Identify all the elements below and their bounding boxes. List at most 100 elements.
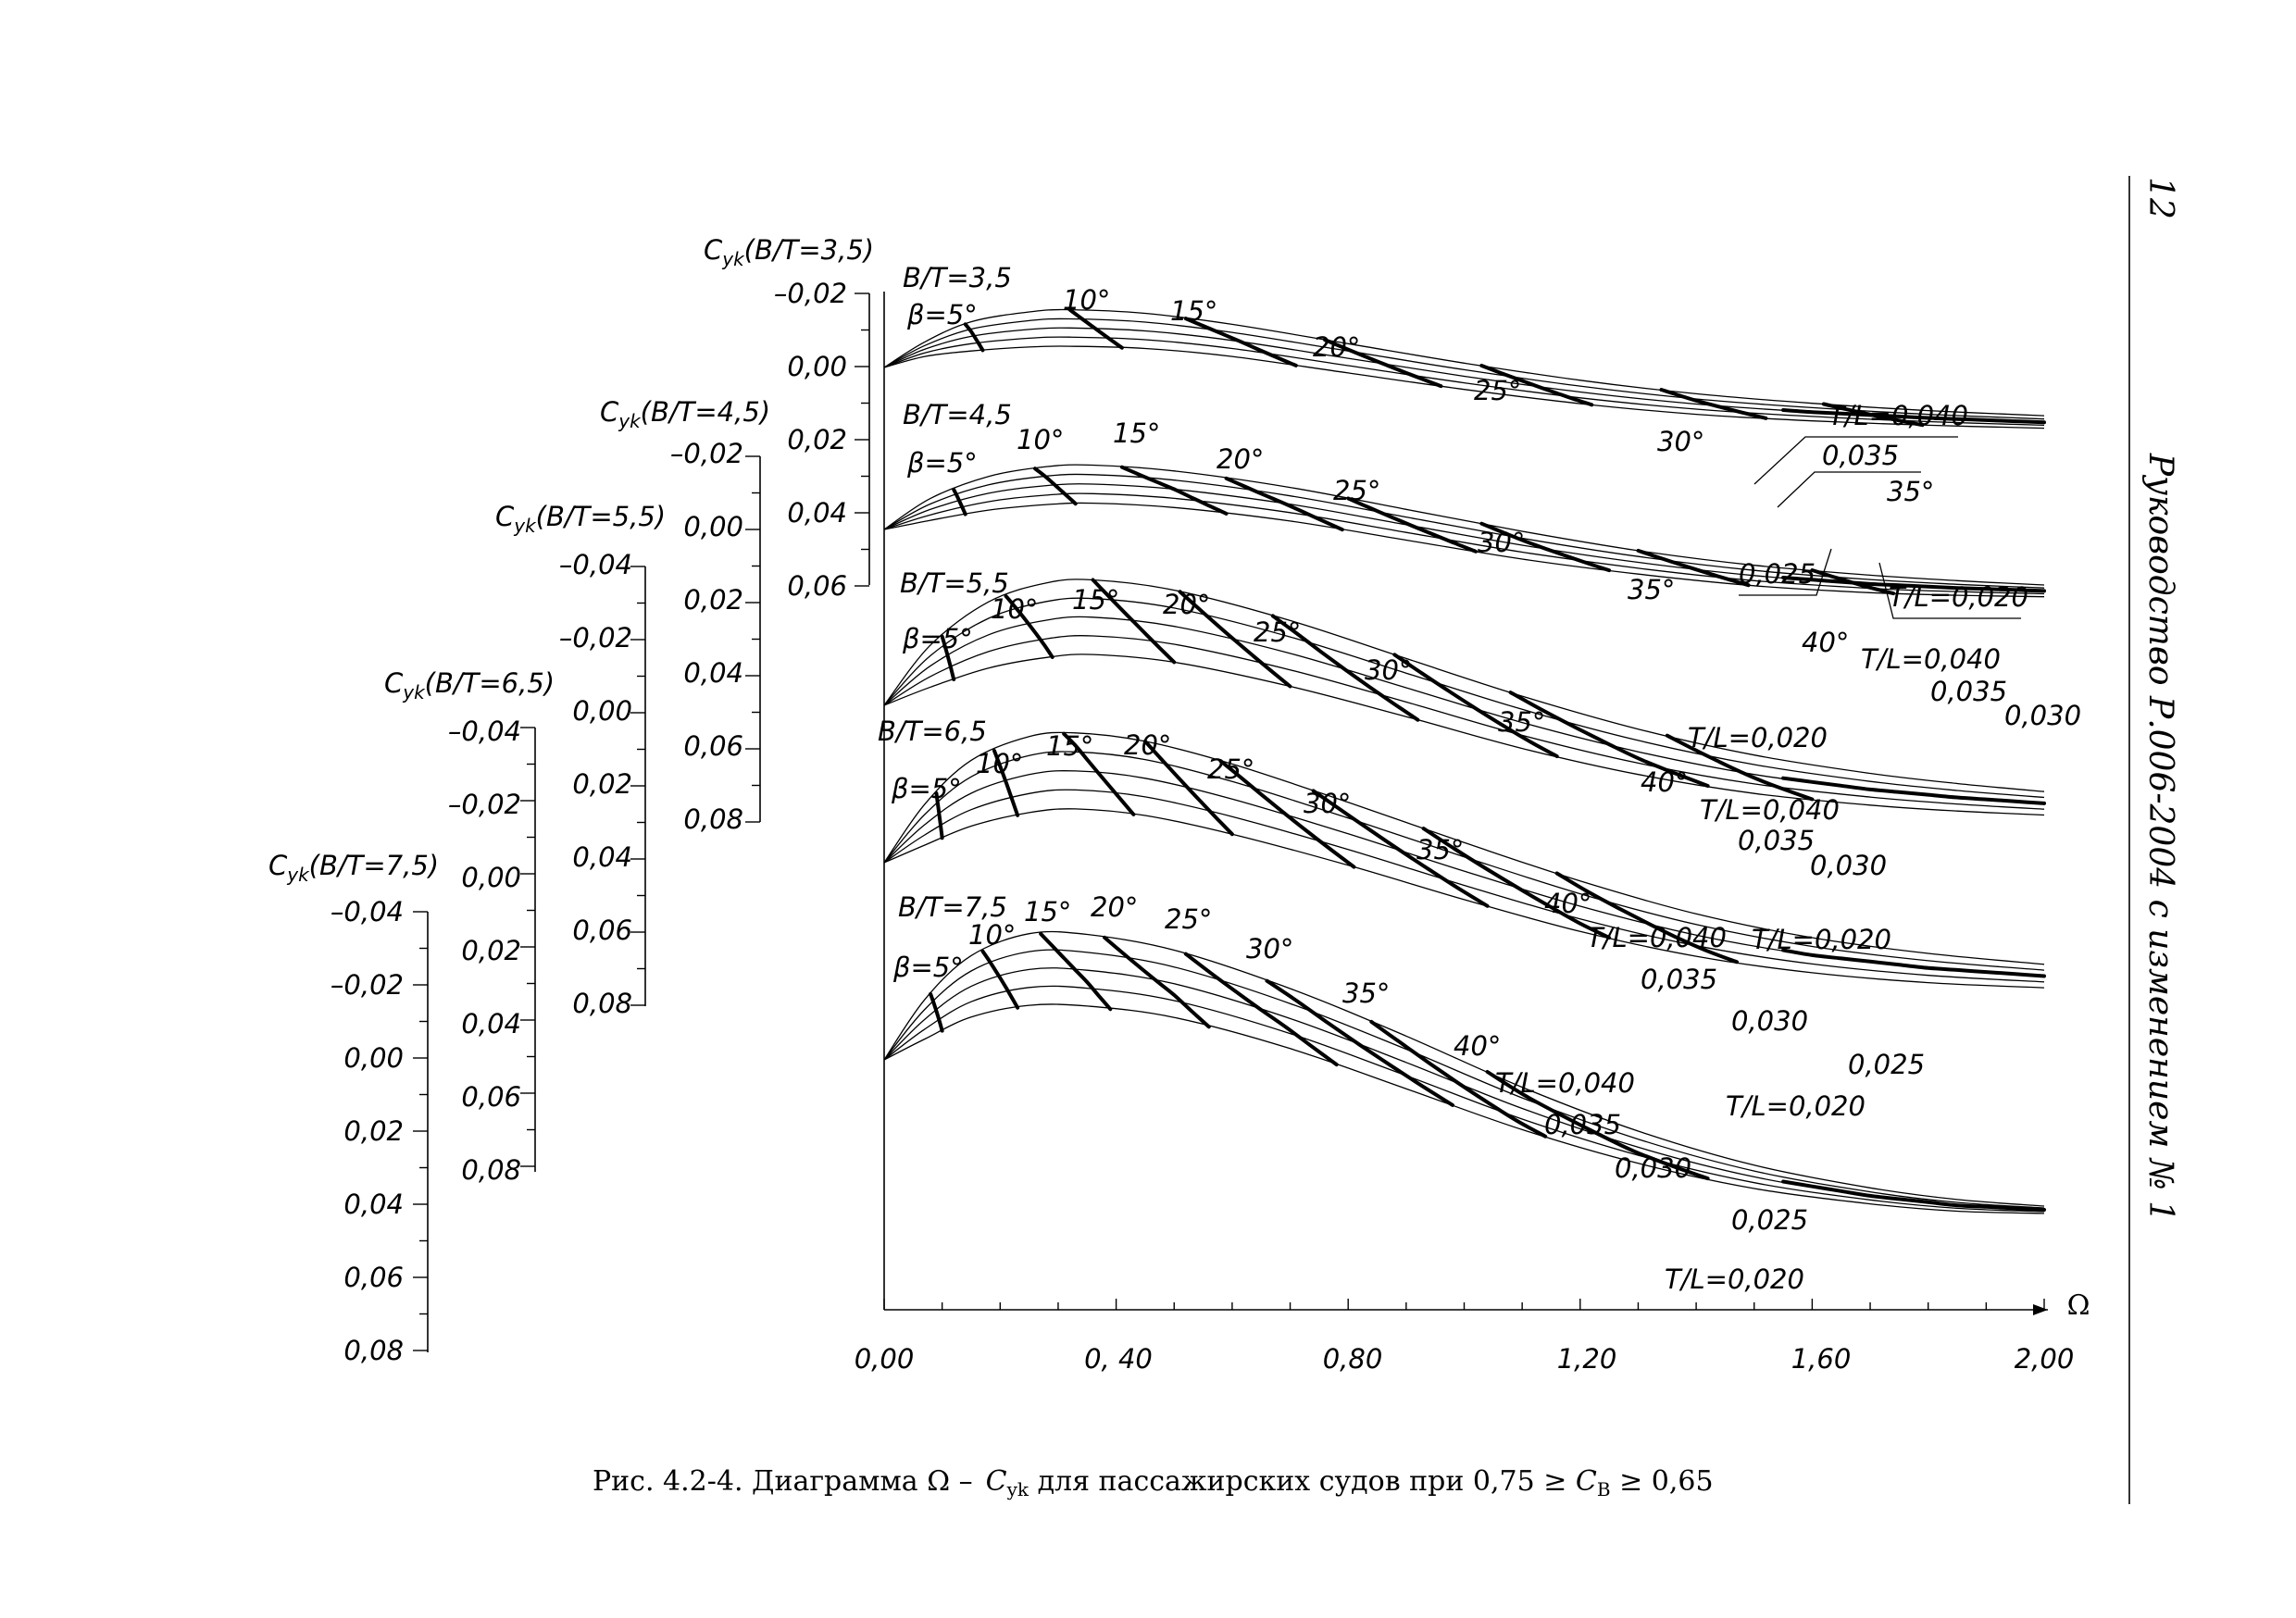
y-tick-label-bt65-4: 0,04 [461, 1008, 521, 1039]
family-bt35 [883, 307, 2046, 429]
series-label-bt35-035: 0,035 [1822, 440, 1899, 471]
leader-bt35-040 [1753, 436, 1958, 485]
series-label-bt35-020: T/L=0,020 [1889, 581, 2028, 613]
x-tick-label-0: 0,00 [855, 1343, 915, 1375]
beta-label-bt75-40: 40° [1454, 1030, 1501, 1062]
beta-label-bt55-10: 10° [991, 593, 1038, 625]
y-axis-label-bt55: Cyk(B/T=5,5) [495, 501, 666, 537]
beta-label-bt55-20: 20° [1163, 589, 1210, 620]
beta-label-bt75-25: 25° [1165, 903, 1212, 935]
series-line-bt45-0 [883, 464, 2045, 586]
tail-line-bt35 [1781, 408, 2046, 425]
x-tick-label-4: 1,60 [1791, 1343, 1852, 1375]
beta-line-bt75-6 [1369, 1019, 1548, 1139]
y-tick-label-bt55-1: –0,02 [559, 622, 632, 653]
group-label-bt75: B/T=7,5 [898, 891, 1007, 923]
beta-label-bt65-15: 15° [1046, 730, 1093, 762]
family-bt65 [883, 731, 2046, 989]
y-tick-label-bt45-2: 0,02 [683, 584, 743, 616]
series-line-bt45-1 [883, 473, 2045, 589]
beta-line-bt75-7 [1485, 1070, 1710, 1181]
labels-bt45: B/T=4,5 β=5° 10° 15° 20° 25° 30° 35° 40°… [903, 399, 2081, 753]
y-tick-label-bt45-0: –0,02 [670, 438, 743, 469]
curve-families [883, 307, 2046, 1214]
beta-label-bt65-20: 20° [1124, 729, 1171, 761]
beta-line-bt65-7 [1554, 871, 1739, 965]
y-tick-label-bt35-3: 0,04 [787, 497, 847, 529]
y-axis-label-bt65: Cyk(B/T=6,5) [384, 667, 555, 703]
beta-line-bt75-0 [929, 991, 944, 1033]
series-line-bt75-0 [883, 930, 2045, 1207]
y-tick-label-bt55-6: 0,08 [572, 988, 632, 1019]
beta-label-bt75-20: 20° [1091, 891, 1138, 923]
beta-label-bt35-35: 35° [1887, 476, 1934, 507]
y-tick-label-bt65-1: –0,02 [448, 789, 521, 820]
beta-line-bt45-3 [1224, 476, 1344, 532]
y-tick-label-bt65-2: 0,00 [461, 862, 521, 893]
series-label-bt65-035: 0,035 [1641, 964, 1717, 995]
series-label-bt65-030: 0,030 [1731, 1005, 1808, 1037]
beta-label-bt55-35: 35° [1498, 706, 1545, 738]
beta-line-bt55-1 [1004, 594, 1054, 659]
series-label-bt75-025: 0,025 [1731, 1204, 1808, 1236]
leader-bt35-020 [1878, 562, 2021, 619]
x-tick-label-1: 0, 40 [1084, 1343, 1153, 1375]
beta-label-bt55-40: 40° [1641, 766, 1688, 798]
tail-line-bt65 [1781, 948, 2046, 978]
beta-line-bt55-0 [940, 634, 956, 681]
beta-line-bt55-4 [1270, 614, 1420, 722]
series-line-bt75-1 [883, 949, 2045, 1209]
y-tick-label-bt45-4: 0,06 [683, 730, 743, 762]
tail-line-bt45 [1781, 576, 2046, 593]
beta-label-bt55-25: 25° [1254, 616, 1301, 648]
beta-label-bt45-30: 30° [1478, 527, 1525, 558]
y-tick-label-bt75-6: 0,08 [343, 1335, 404, 1366]
beta-line-bt45-6 [1636, 548, 1751, 588]
series-line-bt65-0 [883, 731, 2045, 965]
y-tick-label-bt65-3: 0,02 [461, 935, 521, 966]
beta-label-bt45-40: 40° [1802, 627, 1849, 658]
beta-label-bt35-5: β=5° [906, 299, 978, 330]
x-axis: 0,00 0, 40 0,80 1,20 1,60 2,00 Ω [855, 1289, 2090, 1375]
beta-label-bt55-30: 30° [1365, 654, 1412, 686]
labels-bt75: B/T=7,5 β=5° 10° 15° 20° 25° 30° 35° 40°… [892, 891, 1808, 1295]
x-axis-arrow [2033, 1304, 2048, 1315]
series-label-bt75-020: T/L=0,020 [1665, 1263, 1804, 1295]
y-tick-label-bt75-4: 0,04 [343, 1189, 404, 1220]
beta-line-bt35-2 [1183, 317, 1298, 367]
family-bt55 [883, 578, 2046, 816]
beta-line-bt55-7 [1665, 733, 1815, 802]
beta-line-bt75-4 [1183, 952, 1339, 1067]
beta-label-bt35-15: 15° [1170, 295, 1217, 327]
beta-line-bt65-2 [1062, 731, 1136, 816]
beta-line-bt45-2 [1119, 465, 1229, 516]
y-tick-label-bt75-1: –0,02 [331, 969, 404, 1001]
y-tick-label-bt45-3: 0,04 [683, 657, 743, 689]
y-tick-label-bt55-3: 0,02 [572, 768, 632, 800]
beta-line-bt45-5 [1479, 521, 1612, 573]
beta-label-bt65-10: 10° [976, 748, 1023, 779]
series-label-bt35-040: T/L=0,040 [1828, 400, 1968, 431]
beta-line-bt35-3 [1323, 338, 1443, 389]
y-axis-label-bt75: Cyk(B/T=7,5) [268, 850, 439, 886]
series-label-bt55-040: T/L=0,040 [1700, 794, 1840, 826]
beta-label-bt75-30: 30° [1246, 933, 1293, 965]
family-bt45 [883, 464, 2046, 598]
series-label-bt45-020: T/L=0,020 [1688, 722, 1828, 753]
beta-line-bt55-5 [1392, 653, 1559, 758]
group-label-bt45: B/T=4,5 [903, 399, 1012, 430]
group-label-bt55: B/T=5,5 [900, 567, 1009, 599]
beta-line-bt45-4 [1346, 496, 1478, 554]
beta-label-bt75-35: 35° [1342, 977, 1390, 1009]
beta-label-bt65-40: 40° [1544, 888, 1591, 919]
y-tick-label-bt45-5: 0,08 [683, 803, 743, 835]
beta-label-bt75-10: 10° [968, 919, 1016, 951]
y-tick-label-bt75-5: 0,06 [343, 1262, 404, 1293]
beta-line-bt75-2 [1039, 931, 1113, 1012]
labels-bt65: B/T=6,5 β=5° 10° 15° 20° 25° 30° 35° 40°… [878, 716, 1925, 1122]
beta-line-bt35-1 [1067, 307, 1124, 350]
y-tick-label-bt65-5: 0,06 [461, 1081, 521, 1113]
beta-label-bt45-25: 25° [1333, 475, 1380, 506]
beta-label-bt45-20: 20° [1217, 443, 1264, 475]
